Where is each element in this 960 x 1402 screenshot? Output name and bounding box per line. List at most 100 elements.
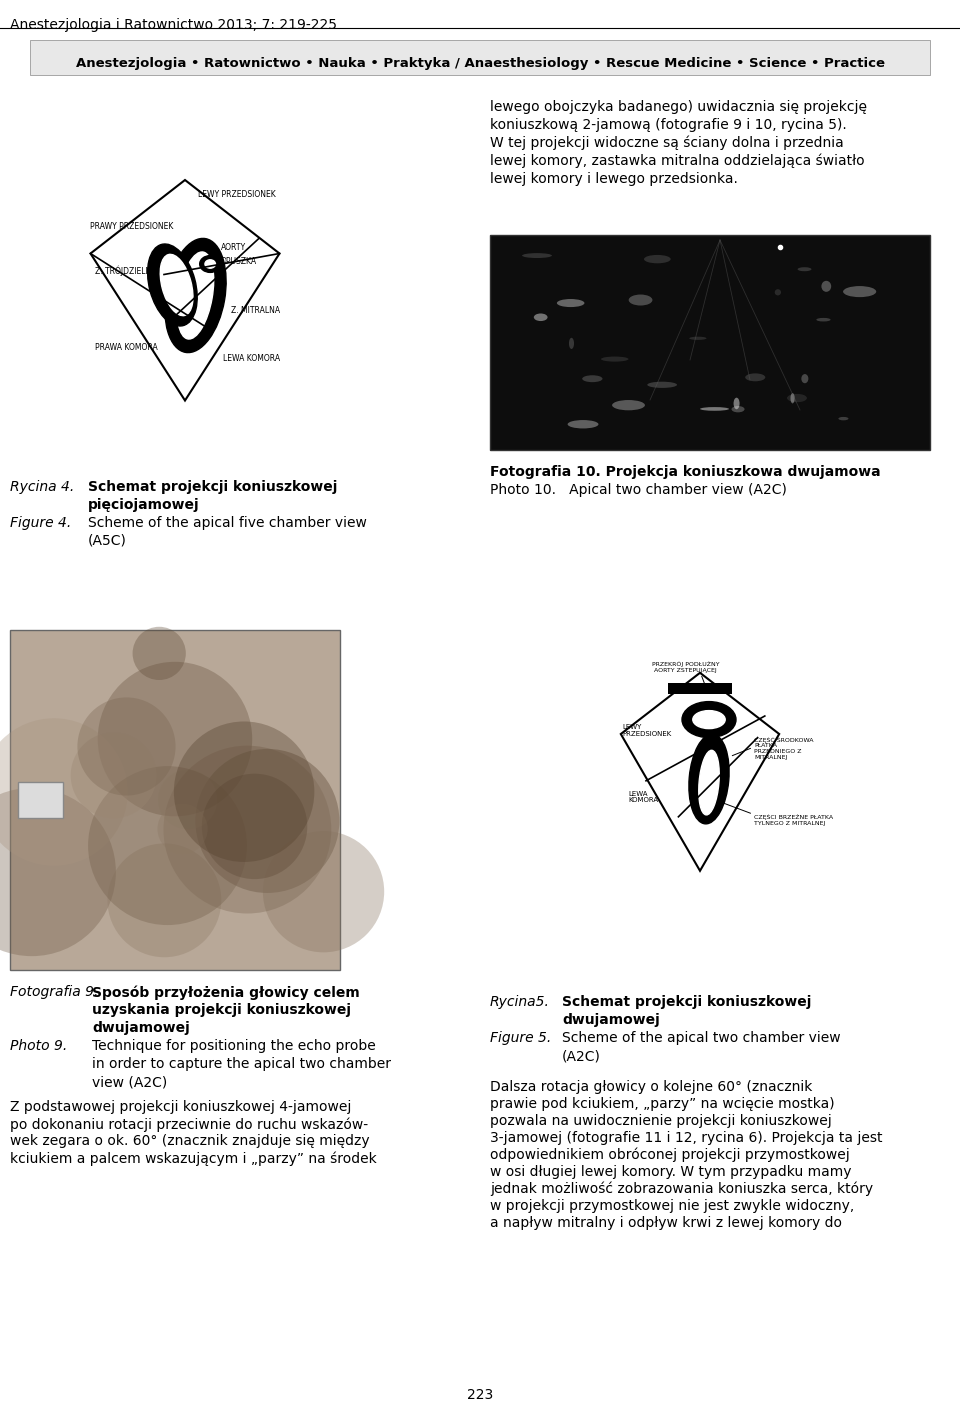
Ellipse shape — [790, 393, 795, 404]
Text: lewej komory i lewego przedsionka.: lewej komory i lewego przedsionka. — [490, 172, 738, 186]
Circle shape — [71, 732, 156, 819]
Text: (A5C): (A5C) — [88, 534, 127, 548]
Ellipse shape — [732, 407, 745, 412]
Text: Anestezjologia i Ratownictwo 2013; 7: 219-225: Anestezjologia i Ratownictwo 2013; 7: 21… — [10, 18, 337, 32]
Ellipse shape — [165, 238, 227, 352]
Ellipse shape — [534, 314, 547, 321]
Ellipse shape — [700, 407, 729, 411]
Text: LEWY
PRZEDSIONEK: LEWY PRZEDSIONEK — [623, 723, 672, 737]
Text: jednak możliwość zobrazowania koniuszka serca, który: jednak możliwość zobrazowania koniuszka … — [490, 1182, 874, 1196]
Circle shape — [132, 627, 186, 680]
Text: CZĘŚĆ ŚRODKOWA
PŁATKA
PRZEDNIEGO Z
MITRALNEJ: CZĘŚĆ ŚRODKOWA PŁATKA PRZEDNIEGO Z MITRA… — [754, 736, 813, 760]
Ellipse shape — [204, 259, 215, 268]
Ellipse shape — [798, 268, 811, 271]
Ellipse shape — [148, 244, 197, 327]
Ellipse shape — [689, 735, 729, 824]
Ellipse shape — [822, 280, 831, 292]
Text: OPUSZKA: OPUSZKA — [221, 258, 257, 266]
Text: prawie pod kciukiem, „parzy” na wcięcie mostka): prawie pod kciukiem, „parzy” na wcięcie … — [490, 1096, 834, 1110]
Text: view (A2C): view (A2C) — [92, 1075, 167, 1089]
Text: wek zegara o ok. 60° (znacznik znajduje się między: wek zegara o ok. 60° (znacznik znajduje … — [10, 1134, 370, 1148]
Ellipse shape — [522, 254, 552, 258]
Text: Figure 5.: Figure 5. — [490, 1030, 551, 1044]
Text: po dokonaniu rotacji przeciwnie do ruchu wskazów-: po dokonaniu rotacji przeciwnie do ruchu… — [10, 1117, 368, 1131]
Ellipse shape — [689, 336, 707, 339]
Text: Technique for positioning the echo probe: Technique for positioning the echo probe — [92, 1039, 375, 1053]
Ellipse shape — [612, 400, 645, 411]
Text: Photo 10.   Apical two chamber view (A2C): Photo 10. Apical two chamber view (A2C) — [490, 484, 787, 496]
Ellipse shape — [557, 299, 585, 307]
Circle shape — [174, 722, 314, 862]
Bar — [18, 782, 63, 817]
Ellipse shape — [682, 701, 736, 737]
Text: Sposób przyłożenia głowicy celem: Sposób przyłożenia głowicy celem — [92, 986, 360, 1000]
Circle shape — [158, 770, 217, 830]
Text: Schemat projekcji koniuszkowej: Schemat projekcji koniuszkowej — [88, 479, 337, 494]
Ellipse shape — [802, 374, 808, 383]
Text: dwujamowej: dwujamowej — [562, 1014, 660, 1028]
Ellipse shape — [843, 286, 876, 297]
Ellipse shape — [838, 416, 849, 421]
Ellipse shape — [601, 356, 629, 362]
Bar — [10, 629, 340, 970]
Text: lewej komory, zastawka mitralna oddzielająca światło: lewej komory, zastawka mitralna oddziela… — [490, 154, 865, 168]
Ellipse shape — [745, 373, 765, 381]
Circle shape — [163, 746, 331, 914]
Ellipse shape — [693, 711, 725, 729]
Text: Scheme of the apical two chamber view: Scheme of the apical two chamber view — [562, 1030, 841, 1044]
Text: Fotografia 9.: Fotografia 9. — [10, 986, 98, 1000]
Text: w osi długiej lewej komory. W tym przypadku mamy: w osi długiej lewej komory. W tym przypa… — [490, 1165, 852, 1179]
Text: koniuszkową 2-jamową (fotografie 9 i 10, rycina 5).: koniuszkową 2-jamową (fotografie 9 i 10,… — [490, 118, 847, 132]
Ellipse shape — [699, 750, 719, 815]
Text: PRZEKRÓJ PODŁUŻNY
AORTY ZSTEPUJĄCEJ: PRZEKRÓJ PODŁUŻNY AORTY ZSTEPUJĄCEJ — [652, 662, 719, 673]
Ellipse shape — [787, 394, 807, 402]
Text: Fotografia 10. Projekcja koniuszkowa dwujamowa: Fotografia 10. Projekcja koniuszkowa dwu… — [490, 465, 880, 479]
Ellipse shape — [178, 252, 214, 339]
Circle shape — [202, 774, 307, 879]
Text: pozwala na uwidocznienie projekcji koniuszkowej: pozwala na uwidocznienie projekcji koniu… — [490, 1115, 831, 1129]
Circle shape — [0, 718, 128, 866]
Circle shape — [108, 844, 221, 958]
Text: Rycina 4.: Rycina 4. — [10, 479, 74, 494]
Text: pięciojamowej: pięciojamowej — [88, 498, 200, 512]
Text: 223: 223 — [467, 1388, 493, 1402]
Text: Photo 9.: Photo 9. — [10, 1039, 67, 1053]
Ellipse shape — [733, 398, 739, 409]
Bar — [30, 41, 930, 74]
Ellipse shape — [775, 289, 781, 296]
Circle shape — [195, 749, 340, 893]
Text: Figure 4.: Figure 4. — [10, 516, 71, 530]
Text: 3-jamowej (fotografie 11 i 12, rycina 6). Projekcja ta jest: 3-jamowej (fotografie 11 i 12, rycina 6)… — [490, 1131, 882, 1145]
Text: Scheme of the apical five chamber view: Scheme of the apical five chamber view — [88, 516, 367, 530]
Text: LEWA KOMORA: LEWA KOMORA — [223, 353, 280, 363]
Text: Z. MITRALNA: Z. MITRALNA — [231, 306, 280, 314]
Text: odpowiednikiem obróconej projekcji przymostkowej: odpowiednikiem obróconej projekcji przym… — [490, 1148, 850, 1162]
Text: Rycina5.: Rycina5. — [490, 995, 550, 1009]
Text: uzyskania projekcji koniuszkowej: uzyskania projekcji koniuszkowej — [92, 1002, 351, 1016]
Ellipse shape — [160, 254, 193, 315]
Text: a napływ mitralny i odpływ krwi z lewej komory do: a napływ mitralny i odpływ krwi z lewej … — [490, 1216, 842, 1230]
Text: Schemat projekcji koniuszkowej: Schemat projekcji koniuszkowej — [562, 995, 811, 1009]
Text: Z. TRÓJDZIELNA: Z. TRÓJDZIELNA — [95, 265, 156, 276]
Circle shape — [88, 765, 247, 925]
Ellipse shape — [816, 318, 830, 321]
Text: AORTY: AORTY — [221, 243, 246, 252]
Ellipse shape — [582, 376, 603, 383]
Text: Dalsza rotacja głowicy o kolejne 60° (znacznik: Dalsza rotacja głowicy o kolejne 60° (zn… — [490, 1080, 812, 1094]
Ellipse shape — [629, 294, 653, 306]
Text: lewego obojczyka badanego) uwidacznia się projekcję: lewego obojczyka badanego) uwidacznia si… — [490, 100, 867, 114]
Text: Z podstawowej projekcji koniuszkowej 4-jamowej: Z podstawowej projekcji koniuszkowej 4-j… — [10, 1101, 351, 1115]
Text: kciukiem a palcem wskazującym i „parzy” na środek: kciukiem a palcem wskazującym i „parzy” … — [10, 1151, 376, 1165]
Ellipse shape — [647, 381, 677, 388]
Text: W tej projekcji widoczne są ściany dolna i przednia: W tej projekcji widoczne są ściany dolna… — [490, 136, 844, 150]
Text: w projekcji przymostkowej nie jest zwykle widoczny,: w projekcji przymostkowej nie jest zwykl… — [490, 1199, 854, 1213]
Circle shape — [98, 662, 252, 816]
Text: LEWY PRZEDSIONEK: LEWY PRZEDSIONEK — [198, 191, 276, 199]
Text: CZĘŚCI BRZEŻNE PŁATKA
TYLNEGO Z MITRALNEJ: CZĘŚCI BRZEŻNE PŁATKA TYLNEGO Z MITRALNE… — [754, 815, 833, 826]
Ellipse shape — [644, 255, 671, 264]
Text: in order to capture the apical two chamber: in order to capture the apical two chamb… — [92, 1057, 391, 1071]
Text: dwujamowej: dwujamowej — [92, 1021, 190, 1035]
Text: PRAWY PRZEDSIONEK: PRAWY PRZEDSIONEK — [90, 222, 174, 231]
Text: PRAWA KOMORA: PRAWA KOMORA — [95, 343, 157, 352]
Circle shape — [0, 788, 116, 956]
